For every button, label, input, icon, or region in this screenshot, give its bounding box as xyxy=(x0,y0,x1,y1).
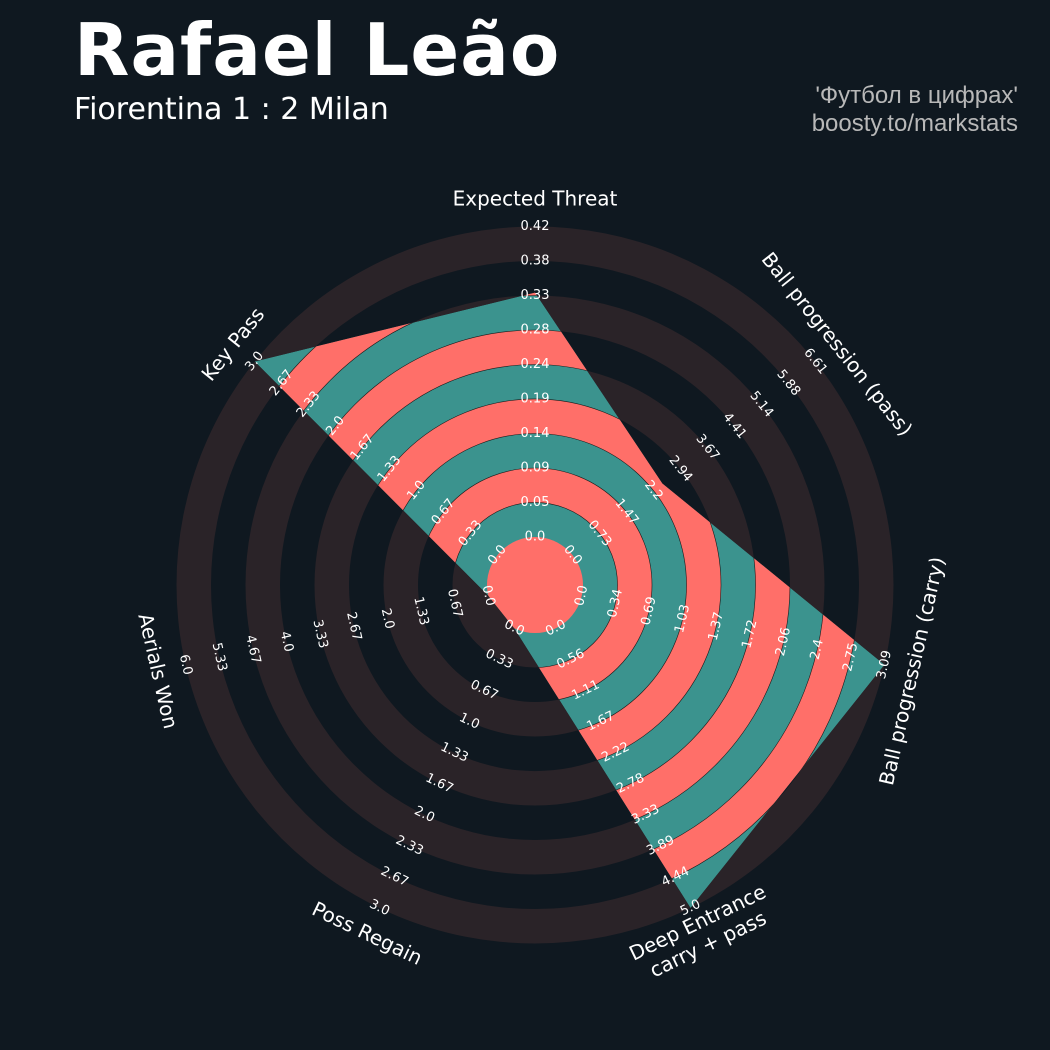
tick-label: 0.09 xyxy=(521,461,550,476)
credit-line-2: boosty.to/markstats xyxy=(811,110,1018,137)
tick-label: 3.09 xyxy=(874,649,895,681)
tick-label: 0.0 xyxy=(572,584,591,608)
tick-label: 0.34 xyxy=(605,588,626,620)
tick-label: 2.0 xyxy=(378,607,397,631)
tick-label: 0.0 xyxy=(479,584,498,608)
credit-line-1: 'Футбол в цифрах' xyxy=(815,82,1018,109)
tick-label: 1.72 xyxy=(739,618,760,650)
axis-label-line: Aerials Won xyxy=(133,611,183,731)
data-polygon-coral-core xyxy=(487,537,583,633)
tick-label: 5.33 xyxy=(209,641,230,673)
tick-label: 0.05 xyxy=(521,495,550,510)
tick-label: 0.42 xyxy=(521,219,550,234)
tick-label: 4.67 xyxy=(242,634,263,666)
tick-label: 0.69 xyxy=(639,595,660,627)
player-name-title: Rafael Leão xyxy=(74,8,561,92)
tick-label: 1.03 xyxy=(672,603,693,635)
axis-label-line: Expected Threat xyxy=(453,187,618,211)
tick-label: 2.75 xyxy=(840,641,861,673)
tick-label: 1.33 xyxy=(410,595,431,627)
tick-label: 1.37 xyxy=(706,611,727,643)
tick-label: 6.0 xyxy=(176,653,195,677)
tick-label: 2.4 xyxy=(808,638,827,662)
tick-label: 4.0 xyxy=(277,630,296,654)
tick-label: 0.0 xyxy=(525,530,546,545)
axis-label: Aerials Won xyxy=(133,611,183,731)
tick-label: 3.33 xyxy=(309,618,330,650)
axis-label: Expected Threat xyxy=(453,187,618,211)
tick-label: 0.38 xyxy=(521,254,550,269)
tick-label: 0.67 xyxy=(444,588,465,620)
tick-label: 0.19 xyxy=(521,392,550,407)
tick-label: 0.24 xyxy=(521,357,550,372)
tick-label: 0.28 xyxy=(521,323,550,338)
tick-label: 2.67 xyxy=(343,611,364,643)
tick-label: 0.14 xyxy=(521,426,550,441)
match-subtitle: Fiorentina 1 : 2 Milan xyxy=(74,92,389,127)
tick-label: 0.33 xyxy=(521,288,550,303)
tick-label: 2.06 xyxy=(773,626,794,658)
